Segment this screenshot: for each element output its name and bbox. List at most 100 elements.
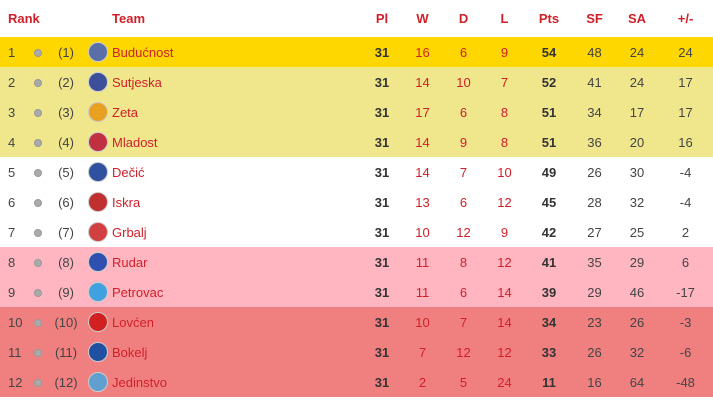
table-row: 1 (1) Budućnost 31 16 6 9 54 48 24 24 bbox=[0, 37, 713, 67]
table-row: 3 (3) Zeta 31 17 6 8 51 34 17 17 bbox=[0, 97, 713, 127]
goals-for: 27 bbox=[587, 224, 602, 240]
previous-rank: (1) bbox=[58, 44, 74, 60]
header-w: W bbox=[416, 11, 429, 26]
rank: 4 bbox=[8, 134, 16, 150]
header-rank: Rank bbox=[8, 11, 40, 26]
goals-against: 25 bbox=[629, 224, 645, 240]
table-row: 7 (7) Grbalj 31 10 12 9 42 27 25 2 bbox=[0, 217, 713, 247]
goals-for: 28 bbox=[587, 194, 602, 210]
goals-for: 41 bbox=[587, 74, 602, 90]
goals-against: 32 bbox=[629, 344, 645, 360]
goal-difference: 2 bbox=[681, 224, 690, 240]
team-logo-icon bbox=[84, 247, 112, 277]
status-dot-icon bbox=[28, 247, 48, 277]
team-name-link[interactable]: Sutjeska bbox=[112, 74, 162, 90]
team-logo-icon bbox=[84, 307, 112, 337]
team-name-link[interactable]: Budućnost bbox=[112, 44, 174, 60]
table-row: 6 (6) Iskra 31 13 6 12 45 28 32 -4 bbox=[0, 187, 713, 217]
status-dot-icon bbox=[28, 127, 48, 157]
previous-rank: (7) bbox=[58, 224, 74, 240]
team-logo-icon bbox=[84, 157, 112, 187]
previous-rank: (12) bbox=[54, 374, 78, 390]
goal-difference: 24 bbox=[678, 44, 693, 60]
rank: 2 bbox=[8, 74, 16, 90]
team-logo-icon bbox=[84, 217, 112, 247]
rank: 8 bbox=[8, 254, 16, 270]
status-dot-icon bbox=[28, 157, 48, 187]
draws: 12 bbox=[456, 224, 471, 240]
points: 51 bbox=[541, 134, 557, 150]
team-name-link[interactable]: Rudar bbox=[112, 254, 148, 270]
goal-difference: -6 bbox=[679, 344, 692, 360]
goals-for: 16 bbox=[587, 374, 602, 390]
goal-difference: 6 bbox=[681, 254, 690, 270]
goals-against: 24 bbox=[629, 74, 645, 90]
played: 31 bbox=[374, 224, 390, 240]
points: 39 bbox=[541, 284, 557, 300]
losses: 12 bbox=[497, 254, 512, 270]
team-name-link[interactable]: Grbalj bbox=[112, 224, 147, 240]
table-row: 2 (2) Sutjeska 31 14 10 7 52 41 24 17 bbox=[0, 67, 713, 97]
header-diff: +/- bbox=[677, 11, 694, 26]
team-logo-icon bbox=[84, 187, 112, 217]
team-name-link[interactable]: Petrovac bbox=[112, 284, 164, 300]
team-name-link[interactable]: Iskra bbox=[112, 194, 141, 210]
losses: 8 bbox=[500, 104, 509, 120]
team-name-link[interactable]: Zeta bbox=[112, 104, 139, 120]
header-pl: Pl bbox=[375, 11, 389, 26]
team-name-link[interactable]: Dečić bbox=[112, 164, 145, 180]
previous-rank: (4) bbox=[58, 134, 74, 150]
header-row: Rank Team Pl W D L Pts SF SA +/- bbox=[0, 0, 713, 37]
played: 31 bbox=[374, 74, 390, 90]
losses: 8 bbox=[500, 134, 509, 150]
draws: 6 bbox=[459, 194, 468, 210]
previous-rank: (8) bbox=[58, 254, 74, 270]
goal-difference: -48 bbox=[676, 374, 695, 390]
losses: 9 bbox=[500, 44, 509, 60]
goals-for: 48 bbox=[587, 44, 602, 60]
goals-for: 23 bbox=[587, 314, 602, 330]
goals-for: 29 bbox=[587, 284, 602, 300]
status-dot-icon bbox=[28, 37, 48, 67]
wins: 2 bbox=[418, 374, 427, 390]
losses: 7 bbox=[500, 74, 509, 90]
team-name-link[interactable]: Bokelj bbox=[112, 344, 148, 360]
played: 31 bbox=[374, 44, 390, 60]
team-name-link[interactable]: Lovćen bbox=[112, 314, 154, 330]
previous-rank: (9) bbox=[58, 284, 74, 300]
draws: 7 bbox=[459, 314, 468, 330]
draws: 6 bbox=[459, 284, 468, 300]
goals-against: 17 bbox=[629, 104, 645, 120]
previous-rank: (6) bbox=[58, 194, 74, 210]
wins: 14 bbox=[415, 74, 430, 90]
team-logo-icon bbox=[84, 37, 112, 67]
goal-difference: -4 bbox=[679, 164, 692, 180]
team-logo-icon bbox=[84, 67, 112, 97]
team-name-link[interactable]: Jedinstvo bbox=[112, 374, 167, 390]
goals-for: 26 bbox=[587, 164, 602, 180]
points: 11 bbox=[542, 374, 556, 390]
status-dot-icon bbox=[28, 307, 48, 337]
played: 31 bbox=[374, 344, 390, 360]
header-sa: SA bbox=[627, 11, 647, 26]
status-dot-icon bbox=[28, 337, 48, 367]
team-logo-icon bbox=[84, 127, 112, 157]
draws: 12 bbox=[456, 344, 471, 360]
goals-against: 24 bbox=[629, 44, 645, 60]
goal-difference: 16 bbox=[678, 134, 693, 150]
team-name-link[interactable]: Mladost bbox=[112, 134, 158, 150]
status-dot-icon bbox=[28, 217, 48, 247]
status-dot-icon bbox=[28, 187, 48, 217]
played: 31 bbox=[374, 314, 390, 330]
rank: 3 bbox=[8, 104, 16, 120]
goals-for: 26 bbox=[587, 344, 602, 360]
draws: 7 bbox=[459, 164, 468, 180]
points: 33 bbox=[541, 344, 557, 360]
played: 31 bbox=[374, 134, 390, 150]
header-sf: SF bbox=[586, 11, 603, 26]
goals-against: 46 bbox=[629, 284, 645, 300]
header-pts: Pts bbox=[538, 11, 560, 26]
wins: 14 bbox=[415, 164, 430, 180]
played: 31 bbox=[374, 164, 390, 180]
